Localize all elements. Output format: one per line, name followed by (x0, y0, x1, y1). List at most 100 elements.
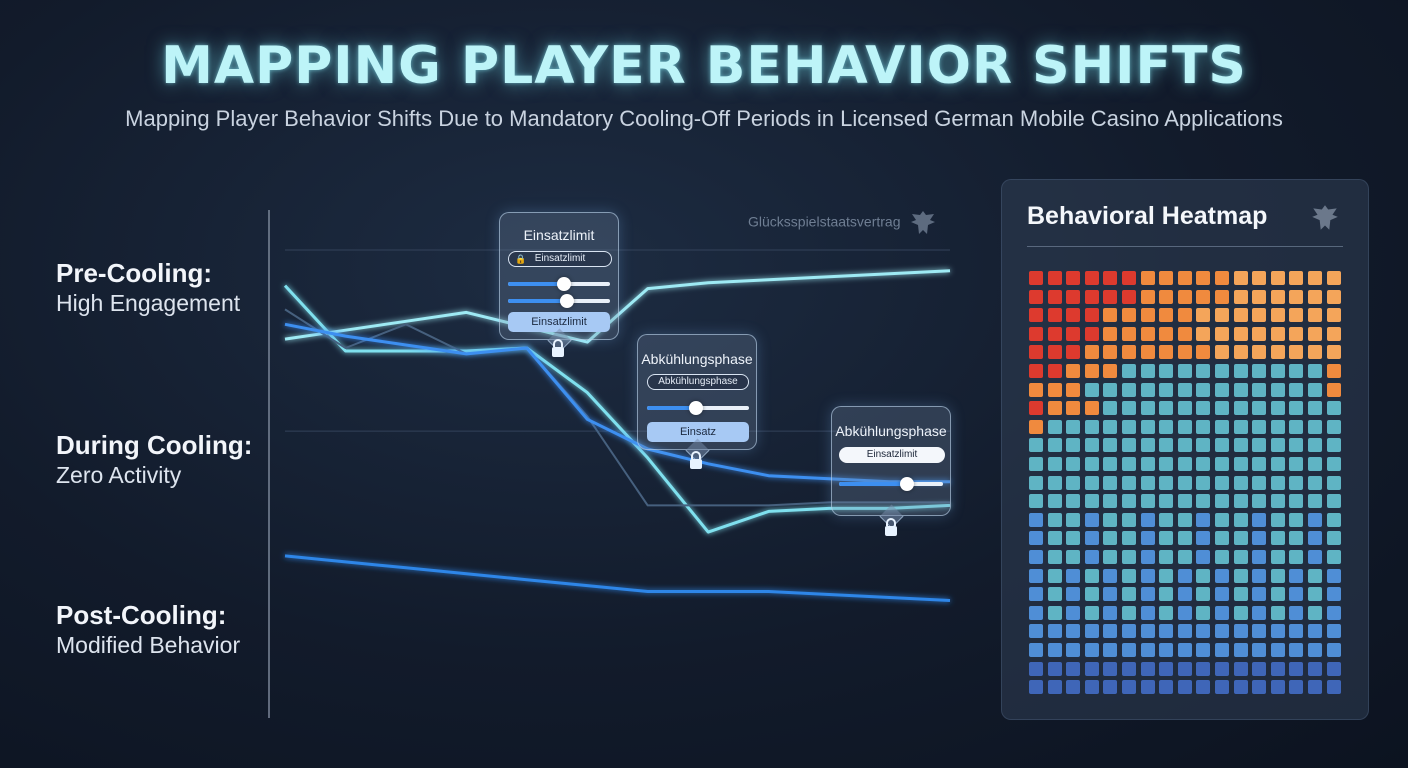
heatmap-cell (1233, 680, 1248, 695)
heatmap-cell (1177, 624, 1192, 639)
heatmap-cell (1103, 624, 1118, 639)
heatmap-cell (1177, 457, 1192, 471)
slider-knob[interactable] (899, 477, 914, 491)
heatmap-cell (1233, 587, 1248, 602)
heatmap-cell (1122, 531, 1136, 546)
heatmap-cell (1177, 494, 1192, 509)
heatmap-cell (1159, 643, 1174, 657)
limit-button[interactable]: Einsatzlimit (508, 312, 610, 332)
heatmap-cell (1215, 587, 1229, 602)
heatmap-cell (1308, 364, 1322, 378)
heatmap-cell (1215, 624, 1229, 639)
heatmap-cell (1103, 326, 1118, 341)
slider-knob[interactable] (557, 277, 572, 291)
slider-knob[interactable] (688, 401, 703, 415)
heatmap-cell (1159, 401, 1174, 416)
heatmap-cell (1103, 512, 1118, 527)
heatmap-cell (1103, 271, 1118, 285)
heatmap-cell (1233, 457, 1248, 471)
cooling-field[interactable]: Abkühlungsphase (647, 374, 749, 390)
heatmap-cell (1233, 271, 1248, 285)
limit-field[interactable]: Einsatzlimit (839, 447, 945, 463)
heatmap-cell (1084, 661, 1099, 676)
heatmap-cell (1159, 457, 1174, 471)
heatmap-cell (1029, 512, 1043, 527)
heatmap-cell (1326, 512, 1341, 527)
heatmap-cell (1308, 587, 1322, 602)
heatmap-cell (1122, 661, 1136, 676)
heatmap-cell (1047, 494, 1062, 509)
heatmap-cell (1084, 587, 1099, 602)
limit-slider-1[interactable] (508, 277, 610, 291)
heatmap-cell (1103, 419, 1118, 434)
heatmap-cell (1140, 308, 1155, 323)
heatmap-cell (1252, 308, 1267, 323)
series-line-3 (284, 308, 950, 507)
heatmap-cell (1084, 680, 1099, 695)
heatmap-cell (1196, 661, 1211, 676)
heatmap-cell (1084, 568, 1099, 583)
heatmap-cell (1270, 494, 1285, 509)
heatmap-cell (1233, 382, 1248, 397)
cooling-slider[interactable] (839, 477, 943, 491)
lock-icon (690, 451, 702, 469)
heatmap-cell (1196, 587, 1211, 602)
heatmap-cell (1289, 419, 1304, 434)
heatmap-cell (1326, 680, 1341, 695)
heatmap-cell (1103, 382, 1118, 397)
heatmap-cell (1270, 289, 1285, 304)
heatmap-cell (1066, 605, 1081, 620)
heatmap-cell (1159, 605, 1174, 620)
heatmap-cell (1270, 475, 1285, 490)
heatmap-cell (1326, 643, 1341, 657)
bet-button[interactable]: Einsatz (647, 422, 749, 442)
heatmap-cell (1289, 475, 1304, 490)
heatmap-cell (1215, 457, 1229, 471)
limit-slider-2[interactable] (508, 294, 610, 308)
heatmap-cell (1289, 494, 1304, 509)
heatmap-cell (1047, 419, 1062, 434)
heatmap-cell (1159, 531, 1174, 546)
heatmap-cell (1270, 457, 1285, 471)
panel-title: Abkühlungsphase (641, 351, 753, 367)
heatmap-cell (1029, 643, 1043, 657)
eagle-emblem-icon (911, 211, 936, 234)
heatmap-cell (1029, 271, 1043, 285)
heatmap-cell (1159, 624, 1174, 639)
heatmap-cell (1066, 643, 1081, 657)
heatmap-cell (1308, 345, 1322, 360)
series-line-1 (284, 269, 951, 344)
cooling-slider[interactable] (647, 401, 749, 415)
stage-description: Modified Behavior (56, 632, 241, 658)
heatmap-cell (1140, 680, 1155, 695)
heatmap-cell (1084, 382, 1099, 397)
heatmap-cell (1233, 643, 1248, 657)
heatmap-cell (1047, 364, 1062, 378)
heatmap-title: Behavioral Heatmap (1027, 202, 1268, 230)
heatmap-cell (1159, 271, 1174, 285)
heatmap-cell (1066, 457, 1081, 471)
heatmap-cell (1196, 605, 1211, 620)
heatmap-cell (1122, 550, 1136, 564)
heatmap-cell (1233, 326, 1248, 341)
heatmap-cell (1140, 531, 1155, 546)
heatmap-cell (1047, 531, 1062, 546)
heatmap-cell (1326, 550, 1341, 564)
heatmap-cell (1140, 568, 1155, 583)
heatmap-cell (1326, 494, 1341, 509)
heatmap-cell (1029, 289, 1043, 304)
heatmap-cell (1289, 289, 1304, 304)
limit-field[interactable]: 🔒 Einsatzlimit (508, 251, 612, 267)
heatmap-cell (1084, 475, 1099, 490)
heatmap-cell (1177, 382, 1192, 397)
heatmap-cell (1047, 401, 1062, 416)
heatmap-cell (1122, 364, 1136, 378)
heatmap-cell (1029, 345, 1043, 360)
heatmap-cell (1084, 531, 1099, 546)
eagle-emblem-icon (1312, 205, 1338, 230)
slider-knob[interactable] (560, 294, 575, 308)
heatmap-cell (1177, 605, 1192, 620)
heatmap-cell (1326, 587, 1341, 602)
heatmap-cell (1233, 364, 1248, 378)
heatmap-cell (1326, 624, 1341, 639)
